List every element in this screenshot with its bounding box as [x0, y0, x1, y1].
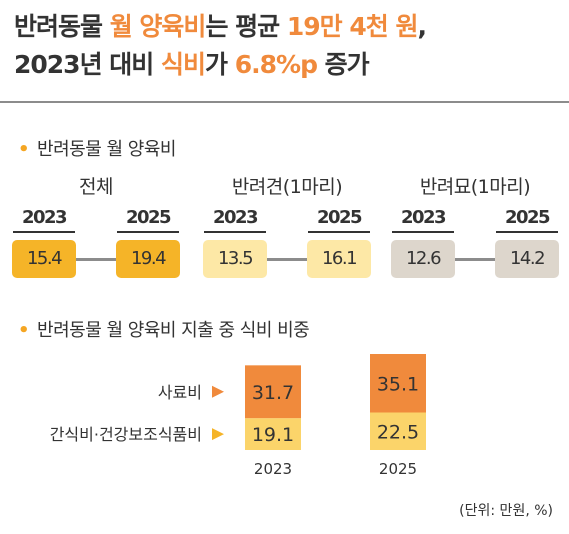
value-pill: 19.4: [116, 240, 180, 278]
group-title: 반려견(1마리): [231, 176, 343, 198]
year-label: 2023: [204, 207, 266, 233]
headline-line-1: 반려동물 월 양육비는 평균 19만 4천 원,: [14, 8, 559, 46]
headline-highlight: 6.8%p: [234, 50, 318, 79]
value-pill: 15.4: [12, 240, 76, 278]
bar-segment-feed: [370, 354, 426, 413]
marker-triangle-icon: [212, 385, 224, 398]
group-title: 반려묘(1마리): [419, 176, 531, 198]
headline-text: 증가: [316, 50, 370, 79]
value-pill: 13.5: [203, 240, 267, 278]
value-pill: 12.6: [391, 240, 455, 278]
category-tick-label: 2023: [254, 460, 292, 478]
headline-text: ,: [417, 12, 426, 41]
year-label: 2025: [117, 207, 179, 233]
headline-text: 가: [205, 50, 235, 79]
year-label: 2025: [496, 207, 558, 233]
headline-text: 는 평균: [205, 12, 287, 41]
bar-segment-feed: [245, 365, 301, 419]
year-label: 2023: [13, 207, 75, 233]
section-title-cost-label: 반려동물 월 양육비: [37, 139, 176, 160]
connector-line: [267, 258, 307, 261]
headline: 반려동물 월 양육비는 평균 19만 4천 원, 2023년 대비 식비가 6.…: [14, 8, 559, 84]
marker-triangle-icon: [212, 428, 224, 441]
headline-line-2: 2023년 대비 식비가 6.8%p 증가: [14, 46, 559, 84]
headline-highlight: 월 양육비: [109, 12, 207, 41]
year-label: 2025: [308, 207, 370, 233]
connector-line: [76, 258, 116, 261]
bar-segment-snack: [245, 418, 301, 450]
bar-value-label: 35.1: [377, 373, 419, 395]
section-title-food-share: • 반려동물 월 양육비 지출 중 식비 비중: [18, 316, 310, 342]
headline-highlight: 19만 4천 원: [286, 12, 419, 41]
value-pill: 14.2: [495, 240, 559, 278]
section-title-food-share-label: 반려동물 월 양육비 지출 중 식비 비중: [37, 320, 310, 341]
unit-note: (단위: 만원, %): [459, 503, 553, 519]
bar-value-label: 22.5: [377, 421, 419, 443]
value-pill: 16.1: [307, 240, 371, 278]
bullet-icon: •: [18, 320, 30, 341]
series-label: 사료비: [158, 383, 202, 402]
category-tick-label: 2025: [379, 460, 417, 478]
headline-text: 2023년 대비: [14, 50, 161, 79]
year-label: 2023: [392, 207, 454, 233]
bullet-icon: •: [18, 139, 30, 160]
section-title-cost: • 반려동물 월 양육비: [18, 135, 176, 161]
bar-segment-snack: [370, 412, 426, 450]
headline-text: 반려동물: [14, 12, 110, 41]
bar-value-label: 19.1: [252, 424, 294, 446]
stacked-bar-chart: 간식비·건강보조식품비 사료비 19.1 31.7 2023 22.5 35.1 2025: [50, 354, 426, 478]
headline-highlight: 식비: [161, 50, 206, 79]
series-label: 간식비·건강보조식품비: [50, 425, 202, 444]
group-title: 전체: [79, 176, 113, 198]
connector-line: [455, 258, 495, 261]
bar-value-label: 31.7: [252, 382, 294, 404]
divider: [0, 101, 569, 103]
